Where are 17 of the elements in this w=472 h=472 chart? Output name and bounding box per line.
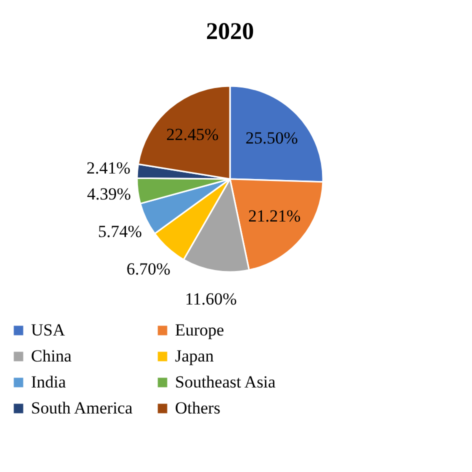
chart-title: 2020 xyxy=(206,19,254,45)
legend-label: South America xyxy=(31,398,133,418)
data-label: 21.21% xyxy=(248,206,301,226)
data-label: 22.45% xyxy=(166,124,219,144)
legend-label: USA xyxy=(31,320,66,340)
data-label: 4.39% xyxy=(87,184,131,204)
data-label: 11.60% xyxy=(184,289,237,308)
legend-label: China xyxy=(31,346,72,366)
legend-label: Southeast Asia xyxy=(175,372,276,392)
legend-label: Others xyxy=(175,398,220,418)
data-label: 5.74% xyxy=(98,222,142,241)
data-label: 6.70% xyxy=(126,260,170,279)
legend-label: Europe xyxy=(175,320,224,340)
data-label: 2.41% xyxy=(86,158,130,178)
legend-label: India xyxy=(31,372,66,392)
data-label: 25.50% xyxy=(245,128,298,148)
legend-label: Japan xyxy=(175,346,214,366)
